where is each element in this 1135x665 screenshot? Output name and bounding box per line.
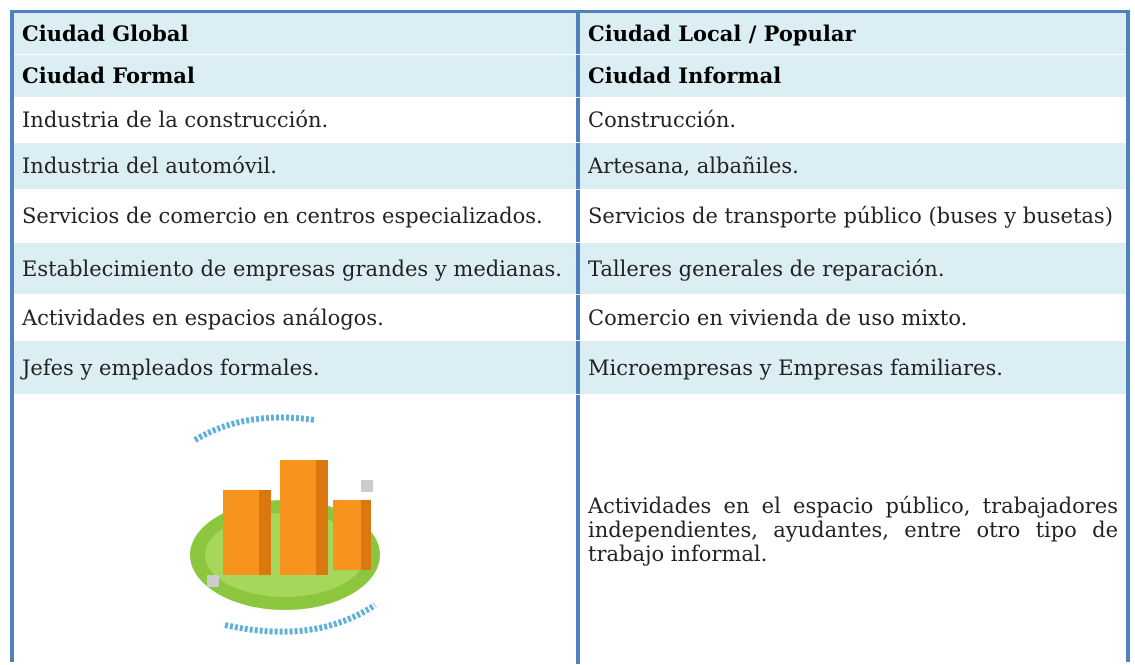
header-row: Ciudad Global Ciudad Local / Popular xyxy=(14,13,1126,55)
table-cell: Ciudad Formal xyxy=(14,55,580,97)
table-row: Servicios de comercio en centros especia… xyxy=(14,190,1126,243)
header-row: Ciudad Formal Ciudad Informal xyxy=(14,55,1126,98)
table-cell: Jefes y empleados formales. xyxy=(14,341,580,394)
cell-text: Construcción. xyxy=(588,108,737,132)
table-cell: Industria de la construcción. xyxy=(14,98,580,142)
table-cell: Ciudad Local / Popular xyxy=(580,13,1126,54)
cell-text: Comercio en vivienda de uso mixto. xyxy=(588,305,968,330)
table-row: Industria del automóvil. Artesana, albañi… xyxy=(14,143,1126,190)
table-cell: Microempresas y Empresas familiares. xyxy=(580,341,1126,394)
cell-text: Servicios de transporte público (buses y… xyxy=(588,204,1113,228)
table-cell: Actividades en el espacio público, traba… xyxy=(580,395,1126,664)
table-row: Jefes y empleados formales. Microempresas… xyxy=(14,341,1126,395)
table-cell: Construcción. xyxy=(580,98,1126,142)
table-cell: Industria del automóvil. xyxy=(14,143,580,189)
cell-text: Artesana, albañiles. xyxy=(588,154,799,178)
table-cell: Servicios de comercio en centros especia… xyxy=(14,190,580,242)
table-cell: Artesana, albañiles. xyxy=(580,143,1126,189)
cell-text: Talleres generales de reparación. xyxy=(588,256,945,281)
table-cell xyxy=(14,395,580,664)
cell-text: Actividades en espacios análogos. xyxy=(22,305,384,330)
cell-text: Industria de la construcción. xyxy=(22,108,329,132)
table-cell: Ciudad Informal xyxy=(580,55,1126,97)
table-cell: Actividades en espacios análogos. xyxy=(14,295,580,340)
cell-text: Ciudad Local / Popular xyxy=(588,20,856,46)
table-cell: Talleres generales de reparación. xyxy=(580,243,1126,294)
city-illustration xyxy=(190,414,380,635)
table-cell: Establecimiento de empresas grandes y me… xyxy=(14,243,580,294)
cell-text: Ciudad Formal xyxy=(22,63,195,88)
table-cell: Servicios de transporte público (buses y… xyxy=(580,190,1126,242)
cell-text: Ciudad Global xyxy=(22,20,189,46)
table-row: Actividades en espacios análogos. Comerci… xyxy=(14,295,1126,341)
cell-text: Actividades en el espacio público, traba… xyxy=(588,493,1118,566)
cell-text: Industria del automóvil. xyxy=(22,154,277,178)
table-row: Establecimiento de empresas grandes y me… xyxy=(14,243,1126,295)
table-cell: Comercio en vivienda de uso mixto. xyxy=(580,295,1126,340)
cell-text: Microempresas y Empresas familiares. xyxy=(588,355,1003,380)
table-row: Actividades en el espacio público, traba… xyxy=(14,395,1126,665)
cell-text: Ciudad Informal xyxy=(588,63,782,88)
table-row: Industria de la construcción. Construcció… xyxy=(14,98,1126,143)
table: Ciudad Global Ciudad Local / Popular Ciuda… xyxy=(10,10,1130,665)
cell-text: Establecimiento de empresas grandes y me… xyxy=(22,256,562,281)
cell-text: Servicios de comercio en centros especia… xyxy=(22,204,543,228)
cell-text: Jefes y empleados formales. xyxy=(22,355,320,380)
table-cell: Ciudad Global xyxy=(14,13,580,54)
